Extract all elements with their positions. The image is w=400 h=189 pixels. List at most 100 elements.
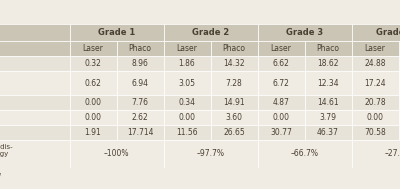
Bar: [304, 110, 352, 125]
Bar: [398, 125, 400, 140]
Bar: [70, 71, 116, 95]
Text: 7.28: 7.28: [226, 78, 242, 88]
Text: 0.62: 0.62: [84, 78, 102, 88]
Bar: [0, 168, 400, 182]
Text: 0.00: 0.00: [84, 98, 102, 107]
Bar: [116, 125, 164, 140]
Text: Grade 4+: Grade 4+: [376, 28, 400, 37]
Bar: [210, 56, 258, 71]
Bar: [70, 56, 116, 71]
Text: Laser: Laser: [82, 44, 104, 53]
Bar: [70, 24, 164, 41]
Text: Cumulative dis-
persed energy
reduction: Cumulative dis- persed energy reduction: [0, 144, 12, 164]
Bar: [210, 110, 258, 125]
Bar: [352, 41, 398, 56]
Text: 0.32: 0.32: [84, 59, 102, 68]
Text: 11.56: 11.56: [176, 128, 198, 137]
Text: Laser: Laser: [270, 44, 292, 53]
Bar: [304, 95, 352, 110]
Text: Laser: Laser: [364, 44, 386, 53]
Bar: [0, 95, 70, 110]
Text: 14.32: 14.32: [223, 59, 245, 68]
Text: 26.65: 26.65: [223, 128, 245, 137]
Text: Phaco: Phaco: [222, 44, 246, 53]
Text: 0.00: 0.00: [84, 113, 102, 122]
Text: Grade 3: Grade 3: [286, 28, 323, 37]
Text: Phaco: Phaco: [316, 44, 340, 53]
Text: 24.88: 24.88: [364, 59, 386, 68]
Bar: [164, 140, 258, 168]
Bar: [258, 24, 352, 41]
Bar: [210, 125, 258, 140]
Bar: [116, 95, 164, 110]
Bar: [0, 56, 70, 71]
Bar: [210, 41, 258, 56]
Bar: [258, 41, 304, 56]
Text: 70.58: 70.58: [364, 128, 386, 137]
Bar: [258, 95, 304, 110]
Bar: [304, 125, 352, 140]
Bar: [0, 110, 70, 125]
Text: 6.94: 6.94: [132, 78, 148, 88]
Text: 30.77: 30.77: [270, 128, 292, 137]
Text: 14.91: 14.91: [223, 98, 245, 107]
Text: 4.87: 4.87: [272, 98, 290, 107]
Text: 0.34: 0.34: [178, 98, 196, 107]
Text: 0.00: 0.00: [178, 113, 196, 122]
Bar: [0, 71, 70, 95]
Bar: [398, 41, 400, 56]
Bar: [164, 110, 210, 125]
Bar: [164, 56, 210, 71]
Text: 3.05: 3.05: [178, 78, 196, 88]
Bar: [164, 125, 210, 140]
Bar: [0, 2, 400, 24]
Bar: [304, 41, 352, 56]
Text: Grade 1: Grade 1: [98, 28, 135, 37]
Bar: [70, 125, 116, 140]
Text: 6.72: 6.72: [272, 78, 290, 88]
Bar: [0, 24, 70, 41]
Text: 12.34: 12.34: [317, 78, 339, 88]
Text: 14.61: 14.61: [317, 98, 339, 107]
Bar: [116, 110, 164, 125]
Bar: [210, 71, 258, 95]
Bar: [258, 71, 304, 95]
Bar: [258, 125, 304, 140]
Bar: [164, 41, 210, 56]
Text: Grade 2: Grade 2: [192, 28, 229, 37]
Bar: [116, 41, 164, 56]
Text: 17.24: 17.24: [364, 78, 386, 88]
Text: 20.78: 20.78: [364, 98, 386, 107]
Bar: [70, 95, 116, 110]
Bar: [398, 56, 400, 71]
Bar: [398, 71, 400, 95]
Text: –27.6%: –27.6%: [384, 149, 400, 159]
Bar: [116, 71, 164, 95]
Bar: [258, 56, 304, 71]
Text: Laser: Laser: [176, 44, 198, 53]
Text: 1.86: 1.86: [179, 59, 195, 68]
Bar: [352, 140, 400, 168]
Bar: [352, 71, 398, 95]
Bar: [0, 41, 70, 56]
Bar: [164, 95, 210, 110]
Bar: [352, 95, 398, 110]
Bar: [164, 71, 210, 95]
Text: 3.60: 3.60: [226, 113, 242, 122]
Bar: [352, 125, 398, 140]
Text: –66.7%: –66.7%: [290, 149, 318, 159]
Bar: [164, 24, 258, 41]
Text: –100%: –100%: [104, 149, 129, 159]
Text: 1.91: 1.91: [85, 128, 101, 137]
Bar: [352, 110, 398, 125]
Bar: [70, 110, 116, 125]
Bar: [352, 56, 398, 71]
Bar: [398, 95, 400, 110]
Text: 3.79: 3.79: [320, 113, 336, 122]
Text: 17.714: 17.714: [127, 128, 153, 137]
Bar: [398, 110, 400, 125]
Bar: [70, 41, 116, 56]
Text: 0.00: 0.00: [366, 113, 384, 122]
Bar: [0, 140, 70, 168]
Bar: [116, 56, 164, 71]
